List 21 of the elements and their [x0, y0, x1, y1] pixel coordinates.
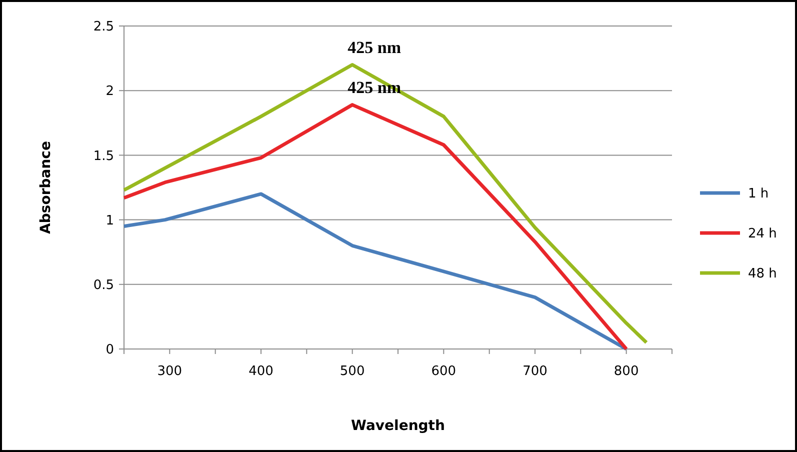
x-tick-label: 700	[522, 364, 548, 379]
y-tick-label: 0.5	[93, 278, 114, 293]
legend-label: 24 h	[748, 226, 777, 242]
line-series	[122, 103, 628, 351]
x-axis-title: Wavelength	[351, 418, 445, 434]
annotation: 425 nm	[348, 38, 402, 57]
y-tick-label: 2.5	[93, 20, 114, 35]
y-tick-label: 2	[106, 84, 114, 100]
y-tick-label: 1	[106, 213, 114, 228]
x-tick-label: 400	[248, 364, 274, 379]
x-tick-label: 300	[157, 364, 182, 379]
y-axis-title: Absorbance	[38, 141, 54, 234]
y-tick-label: 1.5	[93, 148, 114, 164]
line-series	[122, 63, 648, 344]
legend-label: 48 h	[748, 266, 777, 282]
x-tick-label: 800	[614, 364, 639, 379]
x-tick-label: 600	[431, 364, 456, 379]
line-series	[122, 192, 628, 351]
x-tick-label: 500	[340, 364, 365, 379]
y-tick-label: 0	[106, 342, 114, 358]
legend-label: 1 h	[748, 186, 769, 202]
